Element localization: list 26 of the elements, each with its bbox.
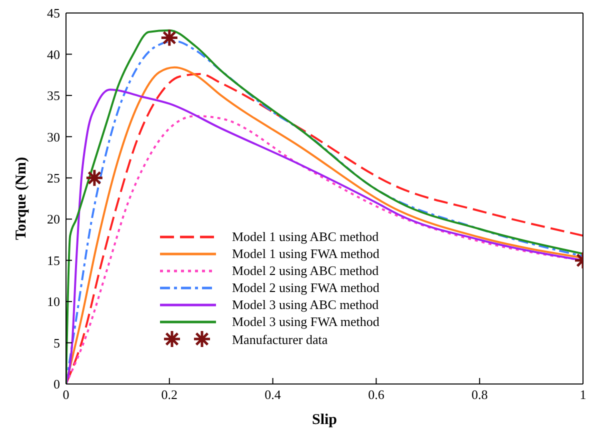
y-tick-label: 5 [54, 335, 60, 350]
x-tick-label: 0.2 [161, 387, 178, 402]
legend-label: Model 1 using ABC method [232, 228, 379, 245]
y-tick-label: 40 [47, 46, 60, 62]
legend-label: Manufacturer data [232, 330, 328, 348]
y-tick-label: 35 [47, 88, 60, 104]
y-tick-label: 15 [47, 252, 60, 268]
point [85, 168, 104, 188]
legend-label: Model 3 using ABC method [232, 296, 379, 313]
legend-label: Model 2 using FWA method [232, 279, 380, 296]
y-tick-label: 10 [47, 294, 60, 310]
x-axis-title: Slip [312, 412, 338, 428]
legend-label: Model 1 using FWA method [232, 245, 380, 262]
x-tick-label: 0.6 [368, 387, 385, 402]
x-tick-label: 0.8 [471, 387, 488, 402]
x-tick-label: 0.4 [264, 387, 282, 402]
y-tick-label: 30 [47, 129, 60, 144]
y-tick-label: 20 [47, 212, 60, 227]
y-tick-label: 25 [47, 170, 60, 186]
legend-label: Model 3 using FWA method [232, 313, 380, 330]
y-tick-label: 45 [47, 6, 60, 21]
point [160, 28, 179, 47]
y-axis-title: Torque (Nm) [13, 157, 30, 240]
x-tick-label: 1 [580, 387, 586, 402]
y-tick-label: 0 [54, 376, 60, 392]
legend-label: Model 2 using ABC method [232, 262, 379, 279]
